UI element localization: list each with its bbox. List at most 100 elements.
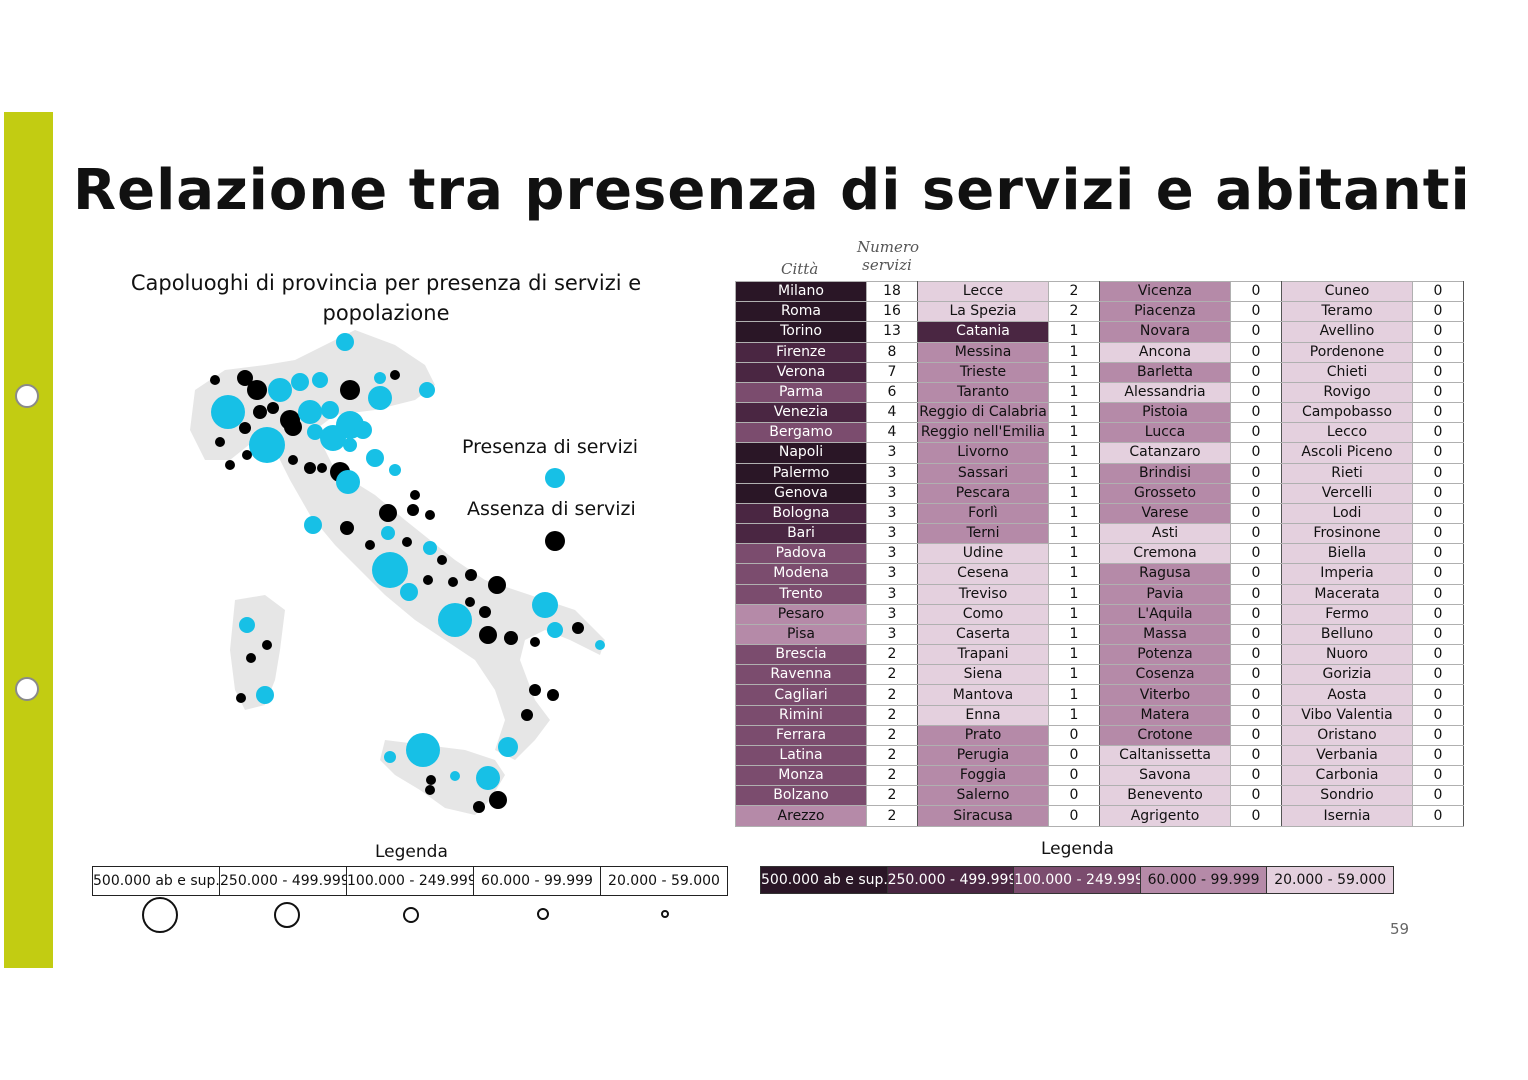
city-without-services-dot xyxy=(425,510,435,520)
city-cell: Potenza xyxy=(1099,644,1231,666)
service-count-cell: 0 xyxy=(1230,321,1282,343)
service-count-cell: 0 xyxy=(1412,381,1464,404)
side-accent-bar xyxy=(4,112,53,968)
city-without-services-dot xyxy=(242,450,252,460)
service-count-cell: 6 xyxy=(866,381,918,404)
italy-mainland-shape xyxy=(190,330,605,760)
city-with-services-dot xyxy=(547,622,563,638)
city-with-services-dot xyxy=(374,372,386,384)
city-cell: Carbonia xyxy=(1281,765,1413,787)
city-with-services-dot xyxy=(406,733,440,767)
city-with-services-dot xyxy=(423,541,437,555)
service-count-cell: 1 xyxy=(1048,402,1100,424)
city-cell: Caserta xyxy=(917,623,1049,646)
city-cell: Siena xyxy=(917,664,1049,686)
service-count-cell: 7 xyxy=(866,361,918,383)
city-cell: Firenze xyxy=(735,341,867,363)
table-row: Ferrara 2 Prato 0 Crotone 0 Oristano 0 xyxy=(735,724,1464,746)
city-cell: Taranto xyxy=(917,381,1049,404)
table-row: Torino 13 Catania 1 Novara 0 Avellino 0 xyxy=(735,321,1464,343)
city-without-services-dot xyxy=(504,631,518,645)
table-legend-title: Legenda xyxy=(1041,839,1114,859)
service-count-cell: 2 xyxy=(1048,301,1100,323)
city-cell: Cremona xyxy=(1099,543,1231,565)
legend-class-label: 500.000 ab e sup. xyxy=(93,867,220,895)
city-with-services-dot xyxy=(532,592,558,618)
city-cell: Avellino xyxy=(1281,321,1413,343)
service-count-cell: 0 xyxy=(1230,301,1282,323)
city-cell: Barletta xyxy=(1099,361,1231,383)
city-cell: Oristano xyxy=(1281,724,1413,746)
city-cell: Pescara xyxy=(917,482,1049,504)
city-cell: Livorno xyxy=(917,442,1049,464)
city-cell: Macerata xyxy=(1281,583,1413,605)
city-cell: Lodi xyxy=(1281,502,1413,525)
service-count-cell: 3 xyxy=(866,523,918,545)
city-without-services-dot xyxy=(479,626,497,644)
service-count-cell: 0 xyxy=(1412,482,1464,504)
table-row: Venezia 4 Reggio di Calabria 1 Pistoia 0 Campo… xyxy=(735,402,1464,424)
service-count-cell: 0 xyxy=(1230,402,1282,424)
city-column-header: Città xyxy=(781,260,819,278)
city-cell: Trieste xyxy=(917,361,1049,383)
city-cell: Aosta xyxy=(1281,684,1413,706)
city-cell: Gorizia xyxy=(1281,664,1413,686)
city-cell: Rieti xyxy=(1281,462,1413,484)
city-without-services-dot xyxy=(246,653,256,663)
city-cell: Piacenza xyxy=(1099,301,1231,323)
city-cell: Parma xyxy=(735,381,867,404)
city-cell: Belluno xyxy=(1281,623,1413,646)
city-cell: Foggia xyxy=(917,765,1049,787)
table-row: Modena 3 Cesena 1 Ragusa 0 Imperia 0 xyxy=(735,563,1464,585)
city-without-services-dot xyxy=(423,575,433,585)
service-count-cell: 0 xyxy=(1048,765,1100,787)
city-cell: Udine xyxy=(917,543,1049,565)
service-count-cell: 0 xyxy=(1230,543,1282,565)
table-row: Genova 3 Pescara 1 Grosseto 0 Vercelli 0 xyxy=(735,482,1464,504)
service-count-cell: 0 xyxy=(1230,724,1282,746)
service-count-cell: 2 xyxy=(866,765,918,787)
city-with-services-dot xyxy=(368,386,392,410)
city-with-services-dot xyxy=(304,516,322,534)
service-count-cell: 1 xyxy=(1048,563,1100,585)
presence-legend-label: Presenza di servizi xyxy=(462,436,639,458)
service-count-cell: 2 xyxy=(866,684,918,706)
city-cell: Pistoia xyxy=(1099,402,1231,424)
service-count-cell: 1 xyxy=(1048,704,1100,726)
service-count-cell: 0 xyxy=(1230,462,1282,484)
service-count-cell: 4 xyxy=(866,402,918,424)
service-count-cell: 1 xyxy=(1048,684,1100,706)
city-cell: Milano xyxy=(735,280,867,303)
city-without-services-dot xyxy=(304,462,316,474)
city-cell: Sassari xyxy=(917,462,1049,484)
city-without-services-dot xyxy=(267,402,279,414)
city-cell: Savona xyxy=(1099,765,1231,787)
legend-color-class: 100.000 - 249.999 xyxy=(1014,867,1141,893)
service-count-cell: 2 xyxy=(866,785,918,807)
city-cell: Benevento xyxy=(1099,785,1231,807)
page-number: 59 xyxy=(1390,920,1410,938)
service-count-cell: 0 xyxy=(1230,422,1282,444)
city-cell: Ancona xyxy=(1099,341,1231,363)
city-cell: Novara xyxy=(1099,321,1231,343)
service-count-cell: 0 xyxy=(1412,543,1464,565)
city-cell: Messina xyxy=(917,341,1049,363)
service-count-cell: 1 xyxy=(1048,583,1100,605)
service-count-cell: 0 xyxy=(1230,502,1282,525)
city-cell: Vicenza xyxy=(1099,280,1231,303)
city-without-services-dot xyxy=(407,504,419,516)
service-count-cell: 0 xyxy=(1230,482,1282,504)
city-cell: Catanzaro xyxy=(1099,442,1231,464)
city-with-services-dot xyxy=(291,373,309,391)
city-cell: Mantova xyxy=(917,684,1049,706)
city-cell: Varese xyxy=(1099,502,1231,525)
city-with-services-dot xyxy=(239,617,255,633)
city-without-services-dot xyxy=(225,460,235,470)
city-cell: Matera xyxy=(1099,704,1231,726)
city-with-services-dot xyxy=(256,686,274,704)
city-cell: Pordenone xyxy=(1281,341,1413,363)
service-count-cell: 2 xyxy=(866,644,918,666)
table-row: Roma 16 La Spezia 2 Piacenza 0 Teramo 0 xyxy=(735,301,1464,323)
city-without-services-dot xyxy=(288,455,298,465)
city-with-services-dot xyxy=(419,382,435,398)
